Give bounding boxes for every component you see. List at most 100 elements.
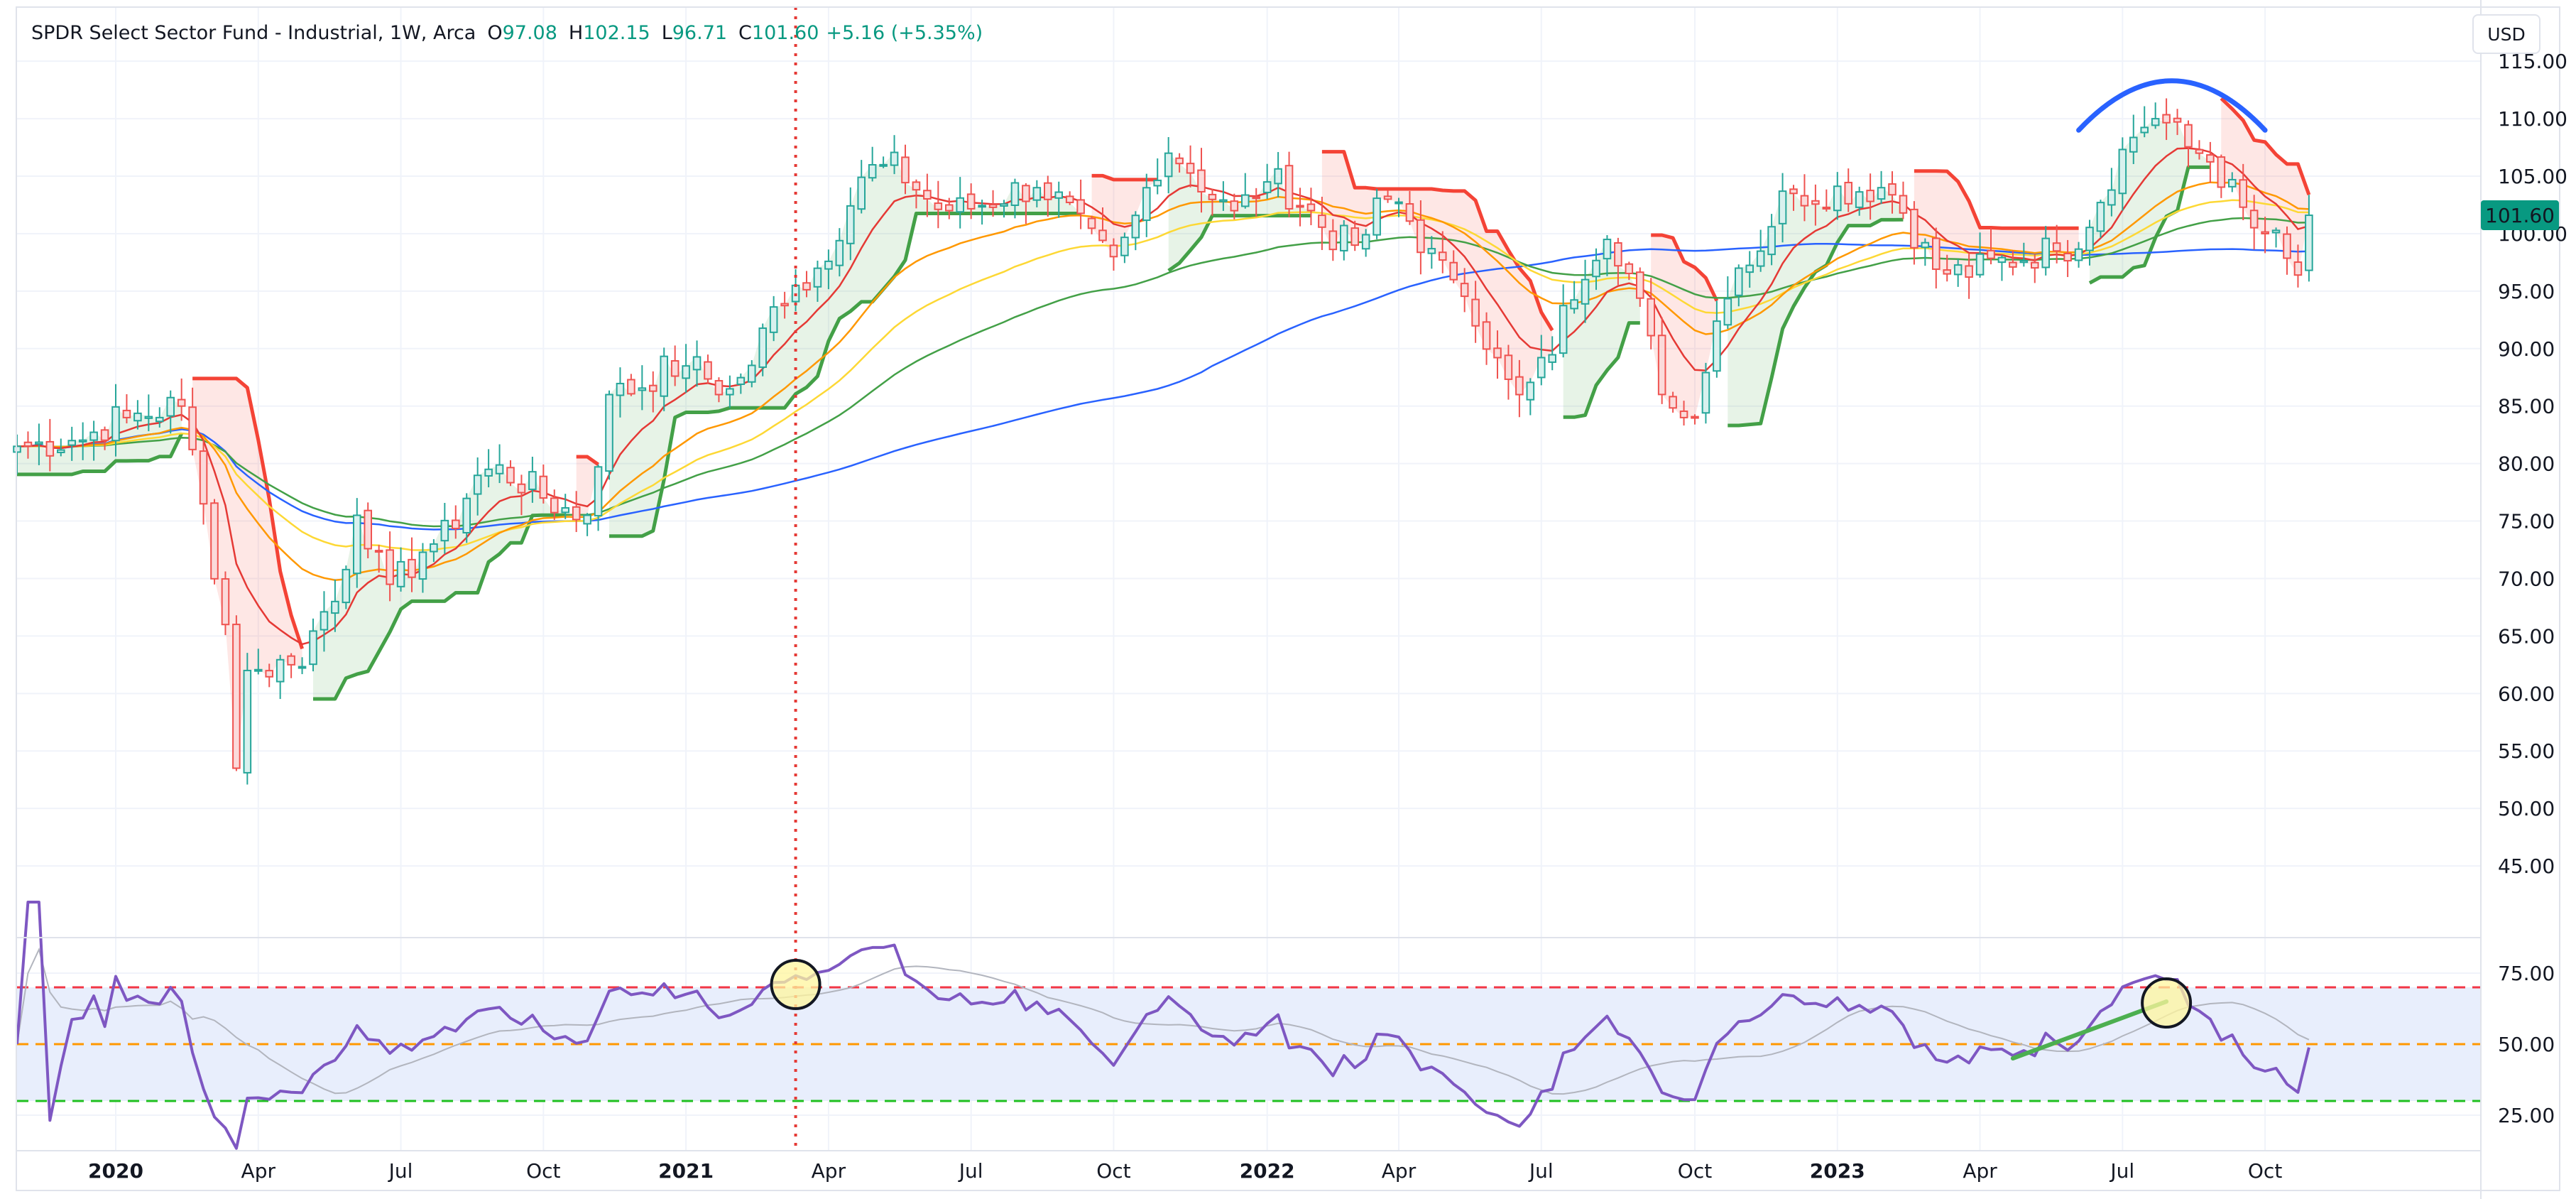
candle-up[interactable]: [1032, 187, 1042, 201]
candle-down[interactable]: [506, 467, 515, 484]
candle-down[interactable]: [23, 441, 33, 447]
candle-down[interactable]: [2052, 242, 2061, 252]
candle-down[interactable]: [1175, 157, 1184, 165]
candle-up[interactable]: [1997, 256, 2007, 264]
candle-down[interactable]: [1493, 347, 1502, 359]
candle-down[interactable]: [1296, 205, 1304, 208]
candle-up[interactable]: [868, 164, 877, 179]
rsi-ma-line[interactable]: [16, 947, 2310, 1095]
candle-down[interactable]: [1449, 261, 1458, 281]
candle-down[interactable]: [1065, 195, 1074, 204]
drawings-layer[interactable]: [770, 7, 2268, 1151]
candle-up[interactable]: [275, 658, 285, 683]
candle-up[interactable]: [2074, 248, 2083, 261]
candle-down[interactable]: [1438, 251, 1447, 261]
candle-down[interactable]: [232, 624, 241, 769]
candle-down[interactable]: [2173, 117, 2182, 123]
candle-up[interactable]: [1131, 215, 1140, 239]
trail-stop-down[interactable]: [576, 455, 600, 466]
candle-up[interactable]: [1054, 191, 1064, 199]
candle-up[interactable]: [890, 151, 899, 166]
candle-down[interactable]: [2249, 210, 2259, 229]
candle-down[interactable]: [912, 181, 921, 191]
candle-up[interactable]: [331, 600, 339, 614]
candle-up[interactable]: [1010, 182, 1020, 206]
candle-down[interactable]: [988, 204, 998, 208]
candle-down[interactable]: [177, 398, 186, 407]
candle-down[interactable]: [45, 440, 55, 457]
candle-down[interactable]: [210, 502, 219, 580]
candle-down[interactable]: [1252, 196, 1261, 200]
candle-up[interactable]: [2118, 148, 2127, 195]
candle-up[interactable]: [1427, 248, 1436, 254]
candle-up[interactable]: [2085, 227, 2094, 251]
candle-down[interactable]: [1844, 181, 1853, 205]
candle-down[interactable]: [539, 475, 548, 499]
candle-up[interactable]: [155, 416, 164, 423]
candle-down[interactable]: [1625, 263, 1634, 274]
candle-up[interactable]: [2019, 260, 2029, 264]
candle-down[interactable]: [714, 380, 724, 396]
candle-up[interactable]: [89, 431, 98, 441]
candle-up[interactable]: [484, 468, 493, 477]
candle-down[interactable]: [364, 509, 373, 550]
candle-up[interactable]: [1395, 201, 1403, 205]
candle-up[interactable]: [133, 412, 142, 422]
candle-down[interactable]: [2030, 261, 2039, 269]
candle-down[interactable]: [1482, 321, 1491, 350]
candle-down[interactable]: [100, 429, 109, 441]
candle-down[interactable]: [1679, 410, 1688, 418]
candle-down[interactable]: [517, 483, 526, 494]
candle-up[interactable]: [1548, 354, 1557, 363]
candle-up[interactable]: [605, 394, 613, 472]
candle-up[interactable]: [342, 568, 351, 604]
candle-up[interactable]: [352, 514, 361, 575]
candle-down[interactable]: [1230, 200, 1239, 212]
candle-up[interactable]: [1240, 194, 1250, 207]
candle-up[interactable]: [2096, 202, 2105, 232]
candle-up[interactable]: [1701, 371, 1710, 414]
candle-down[interactable]: [1284, 165, 1294, 210]
trail-stop-down[interactable]: [1651, 233, 1719, 302]
candle-up[interactable]: [1921, 242, 1930, 249]
trail-stop-down[interactable]: [1914, 169, 2079, 230]
candle-down[interactable]: [1515, 376, 1524, 396]
candle-down[interactable]: [1910, 208, 1919, 249]
candle-down[interactable]: [1987, 249, 1995, 259]
candle-up[interactable]: [726, 388, 734, 396]
trail-stop-up[interactable]: [1167, 214, 1311, 273]
candle-down[interactable]: [627, 379, 635, 395]
candle-down[interactable]: [1943, 269, 1952, 275]
candle-up[interactable]: [1219, 199, 1228, 202]
candle-up[interactable]: [1372, 197, 1381, 236]
candle-up[interactable]: [583, 514, 591, 525]
candle-up[interactable]: [1274, 168, 1282, 185]
candle-up[interactable]: [1537, 357, 1546, 379]
candle-down[interactable]: [1614, 242, 1622, 267]
candle-down[interactable]: [966, 193, 976, 210]
candle-down[interactable]: [1800, 195, 1809, 207]
candle-up[interactable]: [1361, 234, 1370, 250]
candle-up[interactable]: [440, 519, 449, 542]
candle-up[interactable]: [1559, 305, 1568, 354]
ema-34-line[interactable]: [16, 199, 2309, 551]
candle-up[interactable]: [594, 466, 603, 517]
candles[interactable]: [13, 98, 2313, 785]
candle-down[interactable]: [1899, 195, 1908, 214]
candle-up[interactable]: [1723, 298, 1732, 326]
candle-down[interactable]: [408, 558, 416, 578]
candle-down[interactable]: [2195, 148, 2204, 154]
candle-down[interactable]: [122, 409, 131, 418]
candle-up[interactable]: [1164, 152, 1173, 178]
trail-stop-up[interactable]: [17, 433, 183, 477]
candle-down[interactable]: [287, 655, 295, 666]
candle-up[interactable]: [1877, 187, 1886, 200]
candle-up[interactable]: [430, 543, 438, 553]
candle-up[interactable]: [813, 267, 822, 288]
candle-up[interactable]: [495, 464, 504, 474]
trail-stop-up[interactable]: [609, 212, 1081, 538]
trail-stop-up[interactable]: [313, 513, 566, 701]
candle-down[interactable]: [901, 156, 910, 184]
candle-up[interactable]: [1734, 267, 1743, 296]
candle-up[interactable]: [1570, 299, 1578, 310]
